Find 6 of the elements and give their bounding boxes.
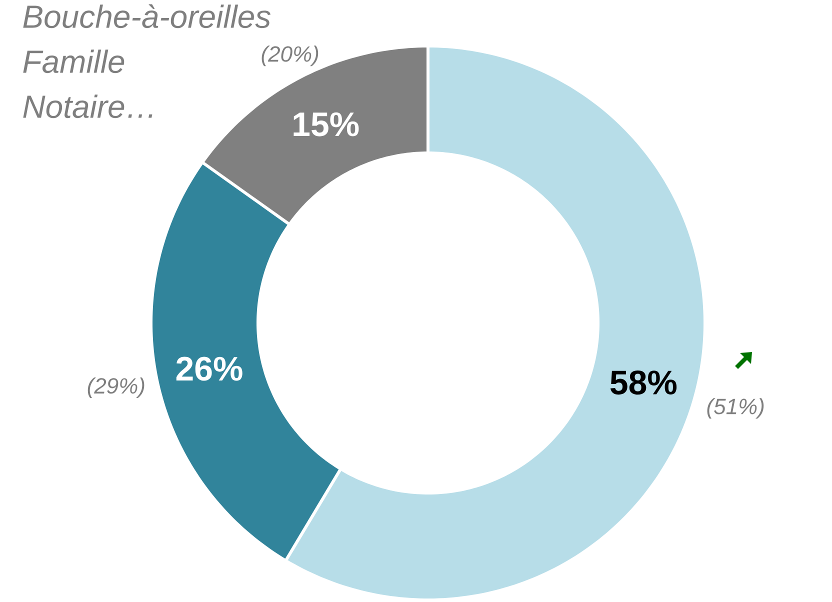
text: (51%) — [707, 398, 764, 419]
data-label: 26% — [176, 356, 242, 381]
text: (20%) — [262, 46, 318, 66]
data-label: 58% — [610, 370, 677, 395]
data-label: 15% — [294, 112, 359, 136]
text: (29%) — [88, 378, 144, 398]
